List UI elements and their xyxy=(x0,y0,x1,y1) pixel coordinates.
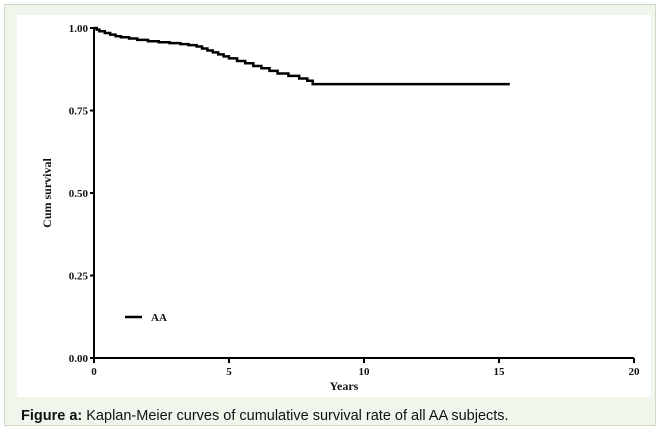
legend: AA xyxy=(125,312,167,324)
x-tick-label: 5 xyxy=(226,366,232,378)
legend-label: AA xyxy=(151,312,167,324)
y-tick-label: 0.50 xyxy=(69,188,89,200)
x-axis-title: Years xyxy=(330,379,359,393)
caption-label: Figure a: xyxy=(21,408,83,424)
survival-curve-aa xyxy=(94,26,510,86)
ticks: 0.00 0.25 0.50 0.75 1.00 0 5 10 15 20 xyxy=(69,23,640,378)
y-tick-label: 0.25 xyxy=(69,271,89,283)
y-tick-label: 0.75 xyxy=(69,106,89,118)
x-tick-label: 15 xyxy=(494,366,506,378)
plot-panel: 0.00 0.25 0.50 0.75 1.00 0 5 10 15 20 AA Cum surv… xyxy=(17,15,651,397)
y-axis-title: Cum survival xyxy=(40,158,54,228)
axes xyxy=(93,28,634,359)
x-tick-label: 10 xyxy=(359,366,371,378)
y-tick-label: 0.00 xyxy=(69,353,89,365)
y-tick-label: 1.00 xyxy=(69,23,89,35)
figure-frame: 0.00 0.25 0.50 0.75 1.00 0 5 10 15 20 AA Cum surv… xyxy=(4,4,656,426)
kaplan-meier-chart: 0.00 0.25 0.50 0.75 1.00 0 5 10 15 20 AA Cum surv… xyxy=(40,23,640,393)
caption-text: Kaplan-Meier curves of cumulative surviv… xyxy=(82,408,509,424)
curve-layer xyxy=(94,26,510,86)
x-tick-label: 0 xyxy=(91,366,97,378)
figure-caption: Figure a: Kaplan-Meier curves of cumulat… xyxy=(21,408,509,424)
x-tick-label: 20 xyxy=(629,366,641,378)
